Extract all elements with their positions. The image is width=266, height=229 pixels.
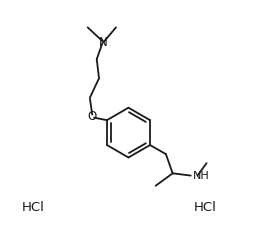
Text: N: N xyxy=(99,35,108,49)
Text: HCl: HCl xyxy=(194,201,217,214)
Text: HCl: HCl xyxy=(22,201,45,214)
Text: NH: NH xyxy=(193,171,210,181)
Text: O: O xyxy=(88,110,97,123)
